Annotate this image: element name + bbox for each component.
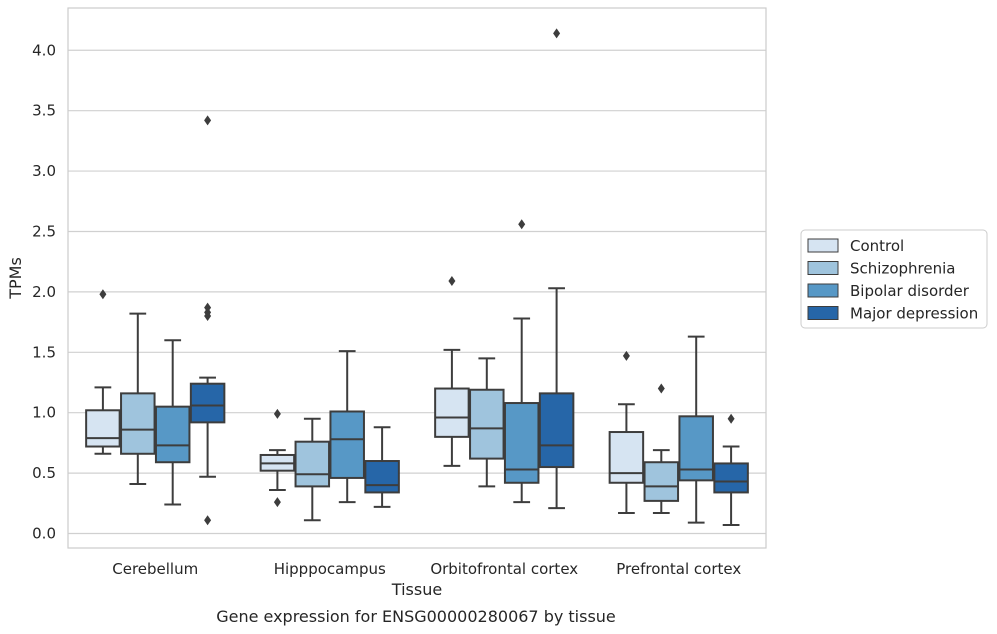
- outlier-point: [204, 115, 212, 126]
- box-iqr: [643, 461, 680, 502]
- outlier-point: [273, 497, 281, 508]
- outlier-point: [518, 219, 526, 230]
- outlier-point: [204, 515, 212, 526]
- boxes: [85, 28, 749, 527]
- outlier-point: [204, 311, 212, 322]
- y-tick-label: 1.0: [32, 404, 56, 422]
- box-0-1: [120, 312, 156, 485]
- legend-swatch: [807, 238, 839, 253]
- legend-swatch: [807, 306, 839, 320]
- legend-frame: [800, 229, 988, 329]
- legend-label: Control: [850, 237, 904, 255]
- box-1-3: [364, 426, 400, 508]
- y-axis-ticks: 0.0 0.5 1.0 1.5 2.0 2.5 3.0 3.5 4.0: [32, 41, 56, 542]
- box-iqr: [329, 410, 365, 479]
- box-1-1: [294, 417, 331, 522]
- box-2-2: [503, 219, 540, 504]
- box-iqr: [154, 405, 191, 464]
- box-iqr: [120, 392, 156, 455]
- x-axis-ticks: Cerebellum Hipppocampus Orbitofrontal cort…: [112, 560, 741, 578]
- legend-label: Schizophrenia: [850, 260, 955, 278]
- box-iqr: [608, 431, 645, 484]
- x-tick-label: Hipppocampus: [274, 560, 386, 578]
- box-0-3: [189, 115, 226, 526]
- outlier-point: [622, 350, 630, 361]
- y-tick-label: 3.0: [32, 162, 56, 180]
- box-0-0: [85, 289, 121, 455]
- box-1-2: [329, 350, 365, 504]
- outlier-point: [553, 28, 561, 39]
- outlier-point: [448, 276, 456, 287]
- x-tick-label: Prefrontal cortex: [616, 560, 741, 578]
- box-2-0: [434, 276, 470, 467]
- box-1-0: [259, 408, 296, 508]
- legend-label: Bipolar disorder: [850, 282, 970, 300]
- box-iqr: [434, 387, 470, 438]
- outlier-point: [99, 289, 107, 300]
- box-iqr: [713, 462, 749, 494]
- y-tick-label: 3.5: [32, 102, 56, 120]
- chart-caption: Gene expression for ENSG00000280067 by t…: [216, 607, 616, 626]
- box-iqr: [678, 415, 714, 482]
- legend: Control Schizophrenia Bipolar disorder Majo…: [800, 229, 988, 329]
- y-tick-label: 4.0: [32, 41, 56, 59]
- box-0-2: [154, 339, 191, 506]
- box-3-1: [643, 383, 680, 514]
- outlier-point: [727, 413, 735, 424]
- box-iqr: [503, 402, 540, 484]
- y-tick-label: 2.0: [32, 283, 56, 301]
- x-tick-label: Orbitofrontal cortex: [430, 560, 578, 578]
- box-iqr: [85, 409, 121, 448]
- box-3-3: [713, 413, 749, 527]
- y-tick-label: 1.5: [32, 343, 56, 361]
- y-tick-label: 2.5: [32, 222, 56, 240]
- box-iqr: [538, 392, 575, 469]
- box-iqr: [294, 440, 331, 488]
- x-axis-label: Tissue: [391, 580, 442, 599]
- box-3-0: [608, 350, 645, 514]
- box-2-3: [538, 28, 575, 510]
- legend-swatch: [807, 283, 839, 298]
- y-axis-label: TPMs: [6, 257, 25, 300]
- y-tick-label: 0.5: [32, 464, 56, 482]
- box-iqr: [189, 382, 226, 424]
- x-tick-label: Cerebellum: [112, 560, 198, 578]
- outlier-point: [273, 408, 281, 419]
- box-2-1: [469, 357, 505, 488]
- plot-frame: [67, 7, 767, 549]
- box-iqr: [364, 460, 400, 494]
- legend-swatch: [807, 261, 839, 275]
- legend-label: Major depression: [850, 305, 978, 323]
- outlier-point: [657, 383, 665, 394]
- y-tick-label: 0.0: [32, 525, 56, 543]
- box-3-2: [678, 335, 714, 524]
- box-iqr: [469, 388, 505, 460]
